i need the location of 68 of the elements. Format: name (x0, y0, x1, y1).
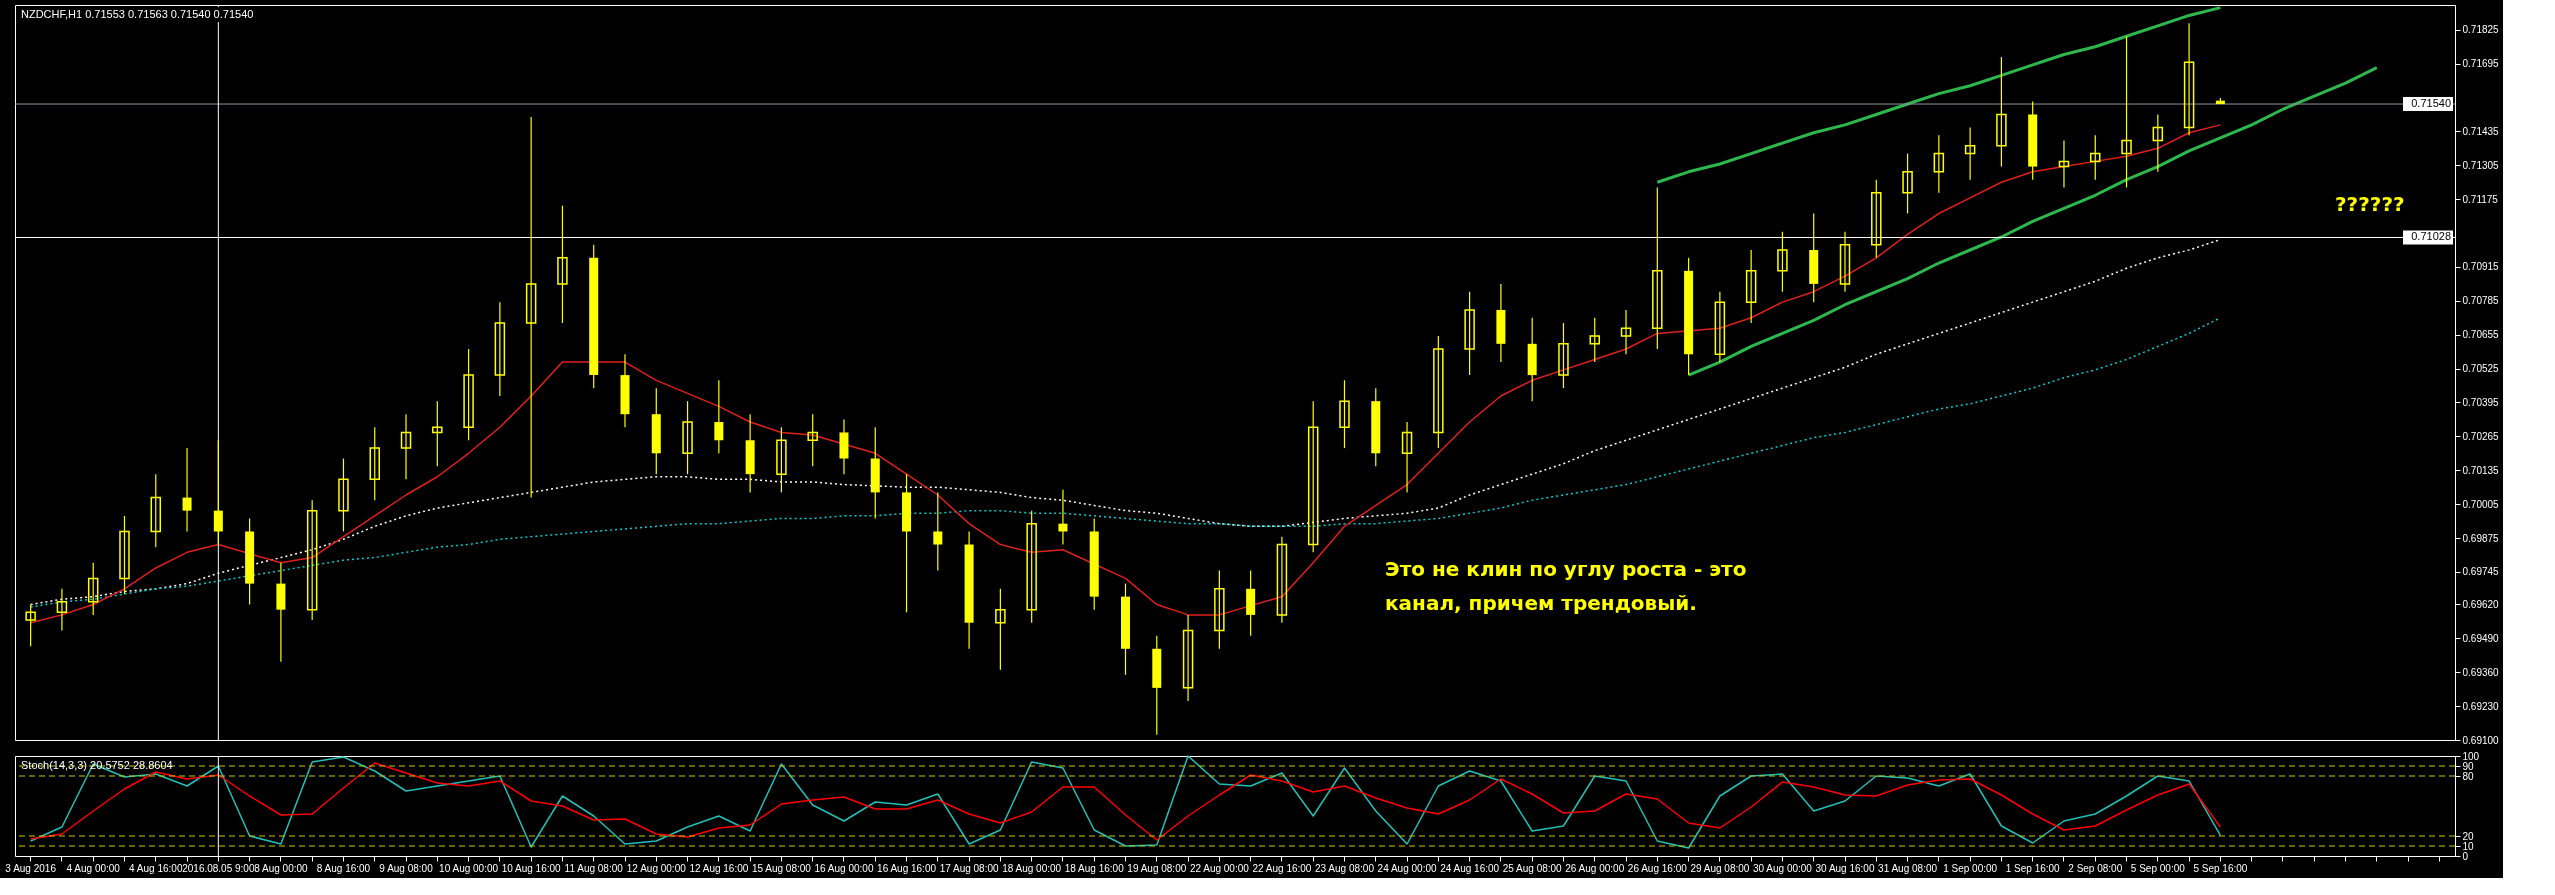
x-tick-label: 5 Sep 16:00 (2193, 862, 2248, 874)
y-tick-label: 0.71825 (2462, 24, 2500, 36)
y-tick-label: 80 (2462, 770, 2475, 782)
y-tick-label: 0.71695 (2462, 58, 2500, 70)
y-tick-label: 0.69490 (2462, 632, 2500, 644)
x-tick-label: 12 Aug 16:00 (689, 862, 749, 874)
x-tick-label: 25 Aug 08:00 (1502, 862, 1563, 874)
x-tick-label: 1 Sep 00:00 (1943, 862, 1998, 874)
ref-line-label: 0.71028 (2411, 230, 2451, 243)
y-tick-label: 0.70395 (2462, 396, 2500, 408)
x-tick-label: 9 Aug 08:00 (379, 862, 434, 874)
y-tick-label: 0.69875 (2462, 532, 2500, 544)
y-tick-label: 0.70005 (2462, 498, 2500, 510)
x-tick-label: 10 Aug 00:00 (439, 862, 499, 874)
x-tick-label: 24 Aug 00:00 (1377, 862, 1437, 874)
x-tick-label: 29 Aug 08:00 (1690, 862, 1750, 874)
ref-line-label: 0.71540 (2411, 97, 2451, 110)
y-tick-label: 20 (2462, 830, 2475, 842)
chart-title: NZDCHF,H1 0.71553 0.71563 0.71540 0.71540 (21, 8, 254, 20)
x-tick-label: 8 Aug 16:00 (316, 862, 371, 874)
x-tick-label: 11 Aug 08:00 (564, 862, 624, 874)
y-tick-label: 0.70135 (2462, 464, 2500, 476)
x-tick-label: 16 Aug 16:00 (877, 862, 937, 874)
x-tick-label: 4 Aug 16:00 (129, 862, 183, 874)
x-tick-label: 12 Aug 00:00 (626, 862, 687, 874)
y-tick-label: 0.70655 (2462, 329, 2500, 341)
y-tick-label: 0.70915 (2462, 261, 2500, 273)
x-tick-label: 31 Aug 08:00 (1878, 862, 1938, 874)
y-tick-label: 0.70785 (2462, 295, 2500, 307)
x-tick-label: 5 Sep 00:00 (2130, 862, 2186, 874)
x-tick-label: 22 Aug 16:00 (1252, 862, 1312, 874)
y-tick-label: 0.69745 (2462, 566, 2500, 578)
y-tick-label: 0.69230 (2462, 700, 2500, 712)
x-tick-label: 15 Aug 08:00 (751, 862, 812, 874)
y-tick-label: 0.70525 (2462, 363, 2500, 375)
y-tick-label: 10 (2462, 840, 2475, 852)
y-tick-label: 0.71435 (2462, 125, 2500, 137)
x-tick-label: 18 Aug 00:00 (1002, 862, 1062, 874)
x-tick-label: 26 Aug 16:00 (1627, 862, 1688, 874)
x-tick-label: 22 Aug 00:00 (1189, 862, 1250, 874)
x-tick-label: 8 Aug 00:00 (254, 862, 309, 874)
x-tick-label: 16 Aug 00:00 (814, 862, 874, 874)
x-tick-label: 26 Aug 00:00 (1565, 862, 1625, 874)
y-tick-label: 100 (2462, 750, 2480, 762)
y-tick-label: 0 (2462, 850, 2469, 862)
annotation: ?????? (2335, 192, 2405, 216)
y-tick-label: 0.71305 (2462, 159, 2500, 171)
x-tick-label: 24 Aug 16:00 (1440, 862, 1500, 874)
chart-title: Stoch(14,3,3) 20.5752 28.8604 (21, 759, 173, 771)
y-tick-label: 0.69620 (2462, 598, 2500, 610)
x-tick-label: 19 Aug 08:00 (1127, 862, 1187, 874)
x-tick-label: 4 Aug 00:00 (66, 862, 121, 874)
x-tick-label: 30 Aug 16:00 (1815, 862, 1875, 874)
y-tick-label: 0.71175 (2462, 193, 2499, 205)
x-tick-label: 2 Sep 08:00 (2068, 862, 2123, 874)
x-tick-label: 23 Aug 08:00 (1315, 862, 1375, 874)
x-tick-label: 30 Aug 00:00 (1752, 862, 1813, 874)
y-tick-label: 90 (2462, 760, 2475, 772)
x-tick-label: 1 Sep 16:00 (2005, 862, 2061, 874)
y-tick-label: 0.69100 (2462, 734, 2500, 746)
x-tick-label: 18 Aug 16:00 (1064, 862, 1125, 874)
x-tick-label: 10 Aug 16:00 (501, 862, 562, 874)
y-tick-label: 0.70265 (2462, 430, 2500, 442)
y-tick-label: 0.69360 (2462, 666, 2500, 678)
annotation: Это не клин по углу роста - это канал, причем трендовый. (1385, 557, 1747, 615)
x-tick-label: 3 Aug 2016 (5, 862, 57, 874)
x-tick-label: 2016.08.05 9:00 (182, 862, 255, 874)
x-tick-label: 17 Aug 08:00 (939, 862, 1000, 874)
